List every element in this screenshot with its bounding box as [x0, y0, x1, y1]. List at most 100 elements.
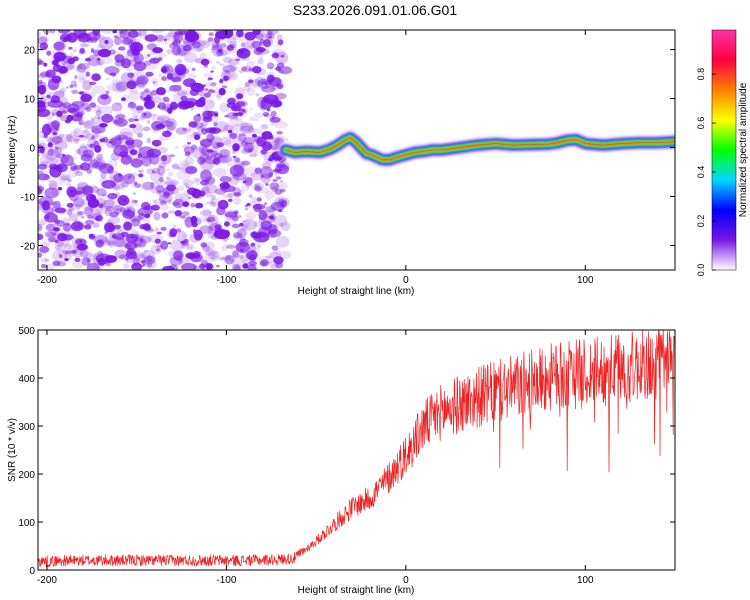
heatmap-noise-blob — [244, 179, 253, 189]
heatmap-noise-blob — [143, 54, 148, 59]
heatmap-noise-blob — [97, 62, 103, 66]
heatmap-noise-blob — [56, 152, 65, 158]
heatmap-noise-blob — [204, 251, 216, 263]
heatmap-noise-blob — [109, 232, 115, 240]
heatmap-noise-blob — [205, 41, 210, 44]
heatmap-noise-blob — [165, 118, 177, 130]
heatmap-noise-blob — [73, 156, 78, 160]
heatmap-noise-blob — [79, 47, 86, 54]
heatmap-noise-blob — [121, 97, 126, 101]
heatmap-noise-blob — [214, 112, 219, 117]
heatmap-noise-blob — [273, 137, 285, 145]
heatmap-noise-blob — [233, 156, 241, 163]
heatmap-noise-blob — [144, 88, 150, 93]
heatmap-noise-blob — [241, 65, 252, 73]
heatmap-noise-blob — [123, 263, 129, 269]
heatmap-noise-blob — [212, 157, 221, 165]
heatmap-noise-blob — [182, 201, 190, 208]
heatmap-noise-blob — [275, 92, 287, 100]
heatmap-noise-blob — [175, 127, 187, 136]
heatmap-noise-blob — [57, 176, 67, 186]
heatmap-noise-blob — [185, 166, 198, 175]
heatmap-noise-blob — [206, 149, 214, 153]
heatmap-noise-blob — [45, 149, 58, 161]
heatmap-noise-blob — [239, 236, 246, 242]
heatmap-noise-blob — [238, 159, 252, 167]
heatmap-noise-blob — [61, 110, 68, 114]
heatmap-noise-blob — [202, 244, 211, 252]
heatmap-noise-blob — [113, 224, 121, 230]
heatmap-noise-blob — [178, 184, 185, 192]
heatmap-noise-blob — [169, 101, 178, 111]
heatmap-noise-blob — [69, 130, 79, 138]
heatmap-noise-blob — [260, 175, 265, 178]
heatmap-noise-blob — [209, 136, 222, 144]
heatmap-noise-blob — [104, 229, 109, 234]
heatmap-noise-blob — [86, 168, 92, 174]
heatmap-noise-blob — [52, 200, 61, 210]
heatmap-noise-blob — [38, 202, 43, 210]
heatmap-noise-blob — [182, 144, 189, 150]
heatmap-noise-blob — [64, 119, 71, 124]
heatmap-noise-blob — [147, 53, 151, 57]
heatmap-noise-blob — [131, 87, 138, 95]
heatmap-noise-blob — [122, 114, 127, 118]
heatmap-noise-blob — [280, 180, 283, 183]
heatmap-noise-blob — [274, 172, 278, 177]
heatmap-noise-blob — [241, 131, 248, 137]
heatmap-noise-blob — [240, 121, 249, 128]
heatmap-noise-blob — [242, 176, 253, 183]
heatmap-noise-blob — [43, 30, 50, 35]
heatmap-noise-blob — [152, 56, 161, 64]
heatmap-noise-blob — [141, 181, 154, 191]
heatmap-noise-blob — [229, 65, 239, 72]
heatmap-noise-blob — [98, 203, 107, 210]
heatmap-noise-blob — [96, 188, 107, 197]
heatmap-noise-blob — [81, 130, 91, 139]
heatmap-noise-blob — [163, 40, 170, 44]
heatmap-noise-blob — [47, 211, 52, 214]
heatmap-noise-blob — [181, 164, 194, 174]
heatmap-noise-blob — [69, 84, 74, 89]
heatmap-noise-blob — [53, 227, 60, 232]
heatmap-noise-blob — [127, 59, 139, 66]
heatmap-noise-blob — [133, 38, 141, 44]
heatmap-noise-blob — [260, 97, 273, 110]
heatmap-noise-blob — [226, 158, 234, 167]
heatmap-noise-blob — [97, 116, 101, 120]
heatmap-noise-blob — [77, 121, 83, 126]
heatmap-noise-blob — [177, 167, 183, 171]
heatmap-noise-blob — [228, 117, 244, 127]
heatmap-noise-blob — [273, 120, 288, 129]
heatmap-noise-blob — [202, 110, 213, 120]
heatmap-noise-blob — [93, 104, 101, 113]
heatmap-noise-blob — [205, 263, 213, 270]
heatmap-noise-blob — [93, 140, 100, 148]
heatmap-noise-blob — [244, 141, 249, 145]
heatmap-noise-blob — [241, 219, 251, 228]
heatmap-noise-blob — [112, 75, 116, 78]
heatmap-noise-blob — [71, 112, 82, 122]
heatmap-noise-blob — [38, 252, 43, 258]
heatmap-noise-blob — [42, 174, 51, 181]
heatmap-noise-blob — [79, 143, 91, 149]
colorbar-label: Normalized spectral amplitude — [738, 82, 749, 217]
heatmap-noise-blob — [171, 67, 183, 77]
heatmap-noise-blob — [45, 69, 56, 78]
heatmap-noise-blob — [211, 43, 224, 57]
heatmap-noise-blob — [65, 182, 72, 188]
heatmap-noise-blob — [211, 254, 220, 262]
snr-y-axis-label: SNR (10 * v/v) — [7, 418, 18, 482]
heatmap-noise-blob — [273, 249, 281, 255]
heatmap-noise-blob — [74, 171, 83, 177]
heatmap-noise-blob — [276, 162, 286, 169]
heatmap-noise-blob — [184, 216, 194, 228]
heatmap-noise-blob — [261, 153, 266, 156]
heatmap-ridge-core — [285, 137, 675, 161]
heatmap-noise-blob — [144, 101, 150, 107]
heatmap-noise-blob — [172, 250, 178, 254]
heatmap-noise-blob — [174, 63, 187, 76]
heatmap-noise-blob — [155, 34, 165, 42]
heatmap-noise-blob — [239, 222, 244, 227]
heatmap-noise-blob — [243, 46, 249, 51]
